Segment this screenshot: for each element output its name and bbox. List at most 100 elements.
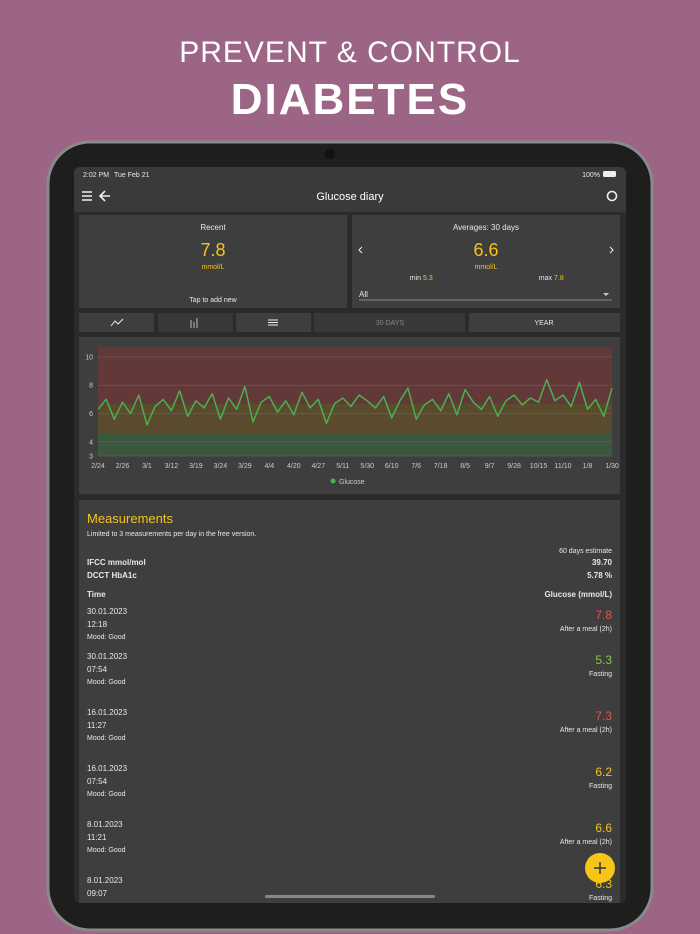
tab-30-days[interactable] xyxy=(314,313,465,332)
row-time: 11:27 xyxy=(87,721,107,730)
row-time: 09:07 xyxy=(87,889,108,898)
row-value: 5.3 xyxy=(595,653,612,667)
settings-button[interactable] xyxy=(606,190,618,202)
x-tick-label: 3/1 xyxy=(142,463,152,470)
x-tick-label: 5/30 xyxy=(360,463,374,470)
bars-icon xyxy=(190,318,198,328)
row-time: 11:21 xyxy=(87,833,107,842)
zone xyxy=(98,347,612,404)
max-label: max xyxy=(539,275,553,282)
measurements-note: Limited to 3 measurements per day in the… xyxy=(87,531,256,538)
row-value: 7.8 xyxy=(595,608,612,622)
measurements-card xyxy=(79,500,620,903)
max-value: 7.8 xyxy=(554,275,564,282)
x-tick-label: 3/29 xyxy=(238,463,252,470)
x-tick-label: 10/15 xyxy=(530,463,548,470)
x-tick-label: 7/18 xyxy=(434,463,448,470)
recent-hint: Tap to add new xyxy=(189,297,237,304)
headline: PREVENT & CONTROL xyxy=(179,36,521,69)
add-icon xyxy=(594,862,606,874)
dcct-label: DCCT HbA1c xyxy=(87,571,137,580)
ifcc-label: IFCC mmol/mol xyxy=(87,558,146,567)
x-tick-label: 3/12 xyxy=(165,463,179,470)
y-tick-label: 10 xyxy=(85,354,93,361)
next-button[interactable] xyxy=(609,246,614,254)
x-tick-label: 9/28 xyxy=(507,463,521,470)
camera xyxy=(325,149,335,159)
min-value: 5.3 xyxy=(423,275,433,282)
x-tick-label: 4/20 xyxy=(287,463,301,470)
home-indicator xyxy=(265,895,435,898)
row-mood: Mood: Good xyxy=(87,634,126,641)
tab-year[interactable] xyxy=(469,313,620,332)
row-context: Fasting xyxy=(589,895,612,902)
recent-value: 7.8 xyxy=(200,240,225,260)
prev-button[interactable] xyxy=(358,246,363,254)
menu-icon[interactable] xyxy=(82,191,92,201)
row-context: After a meal (2h) xyxy=(560,626,612,633)
averages-label: Averages: 30 days xyxy=(453,223,519,232)
zone xyxy=(98,433,612,456)
recent-card[interactable] xyxy=(79,215,347,308)
row-date: 30.01.2023 xyxy=(87,607,128,616)
x-tick-label: 2/24 xyxy=(91,463,105,470)
app-bar xyxy=(74,167,626,212)
measurement-list: 30.01.2023 12:18 Mood: Good 7.8 After a meal… xyxy=(87,607,612,902)
row-value: 6.2 xyxy=(595,765,612,779)
ifcc-value: 39.70 xyxy=(592,558,613,567)
screen: 2:02 PM Tue Feb 21 100% Glucose diary Re… xyxy=(74,167,626,903)
x-tick-label: 6/10 xyxy=(385,463,399,470)
x-tick-label: 2/26 xyxy=(116,463,130,470)
app-title: Glucose diary xyxy=(316,191,384,203)
row-date: 8.01.2023 xyxy=(87,820,123,829)
x-tick-label: 7/6 xyxy=(411,463,421,470)
column-time: Time xyxy=(87,590,106,599)
x-tick-label: 9/7 xyxy=(485,463,495,470)
zone xyxy=(98,403,612,434)
averages-card xyxy=(352,215,620,308)
row-date: 16.01.2023 xyxy=(87,764,128,773)
row-mood: Mood: Good xyxy=(87,847,126,854)
x-tick-label: 1/30 xyxy=(605,463,619,470)
filter-select[interactable]: All xyxy=(359,290,368,299)
row-time: 07:54 xyxy=(87,665,108,674)
measurements-title: Measurements xyxy=(87,511,173,526)
legend-swatch xyxy=(330,478,336,484)
x-tick-label: 3/24 xyxy=(214,463,228,470)
status-date: Tue Feb 21 xyxy=(114,172,150,179)
battery-icon xyxy=(603,171,616,177)
row-mood: Mood: Good xyxy=(87,791,126,798)
row-date: 8.01.2023 xyxy=(87,876,123,885)
column-glucose: Glucose (mmol/L) xyxy=(544,590,612,599)
x-tick-label: 11/10 xyxy=(555,463,572,470)
average-unit: mmol/L xyxy=(475,264,498,271)
row-value: 7.3 xyxy=(595,709,612,723)
x-tick-label: 4/4 xyxy=(264,463,274,470)
y-tick-label: 4 xyxy=(89,439,93,446)
y-tick-label: 3 xyxy=(89,454,93,461)
status-time: 2:02 PM xyxy=(83,172,109,179)
row-date: 16.01.2023 xyxy=(87,708,128,717)
x-tick-label: 3/19 xyxy=(189,463,203,470)
recent-label: Recent xyxy=(200,223,226,232)
row-date: 30.01.2023 xyxy=(87,652,128,661)
estimate-label: 60 days estimate xyxy=(559,548,612,555)
legend-label: Glucose xyxy=(339,479,365,486)
back-button[interactable] xyxy=(98,190,110,202)
select-arrow xyxy=(603,293,609,296)
list-icon xyxy=(268,319,278,326)
y-tick-label: 8 xyxy=(89,383,93,390)
row-mood: Mood: Good xyxy=(87,735,126,742)
chart: 3 4 6 8 10 2/24 2/26 3/1 3/12 3/19 3/24 3/29 4/4 4/20… xyxy=(85,347,619,486)
tab-label: YEAR xyxy=(534,320,553,327)
x-tick-label: 8/5 xyxy=(460,463,470,470)
row-context: Fasting xyxy=(589,671,612,678)
recent-unit: mmol/L xyxy=(202,264,225,271)
row-time: 12:18 xyxy=(87,620,108,629)
tab-bars[interactable] xyxy=(158,313,233,332)
average-value: 6.6 xyxy=(473,240,498,260)
dcct-value: 5.78 % xyxy=(587,571,612,580)
x-tick-label: 1/8 xyxy=(583,463,593,470)
row-time: 07:54 xyxy=(87,777,108,786)
